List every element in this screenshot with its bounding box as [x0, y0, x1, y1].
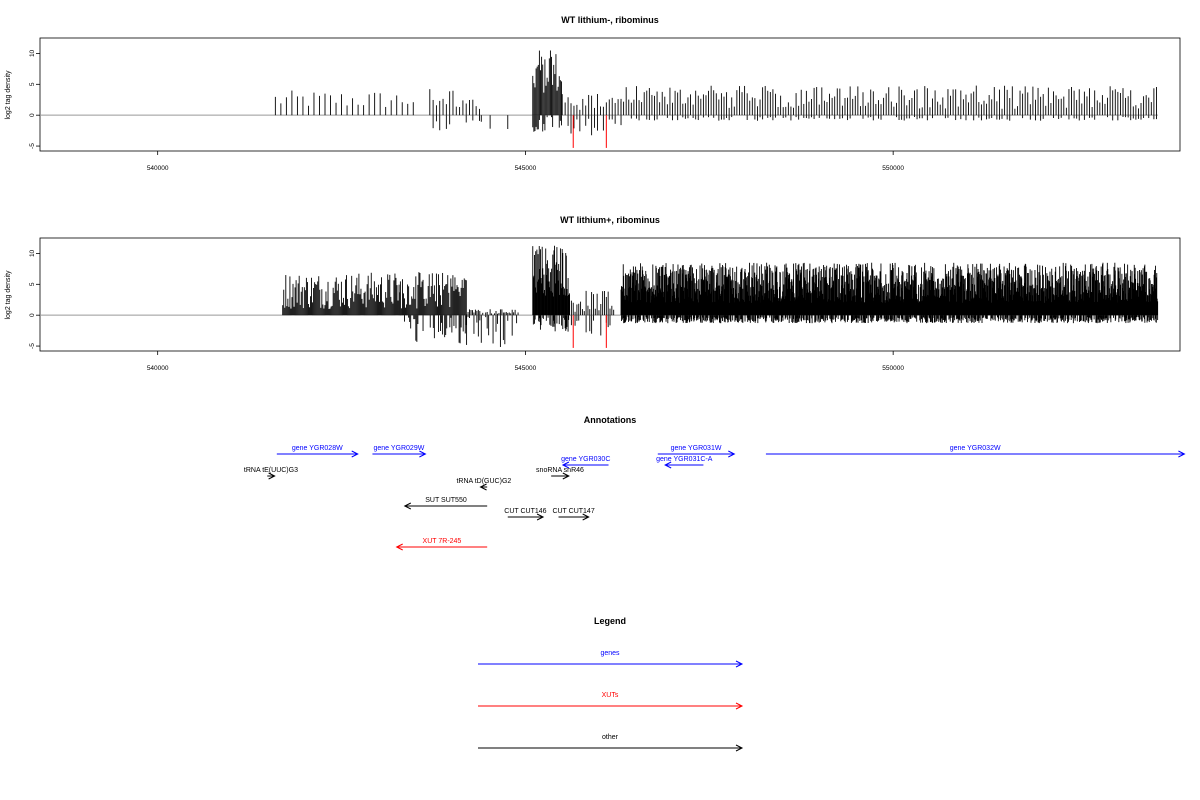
- annotation-feature: CUT CUT146: [504, 508, 547, 521]
- feature-arrowhead: [728, 450, 736, 458]
- annotation-feature: gene YGR032W: [765, 445, 1186, 458]
- feature-arrowhead: [403, 502, 412, 510]
- annotation-feature: gene YGR031C-A: [656, 456, 713, 469]
- feature-arrowhead: [536, 513, 545, 521]
- y-tick-label: 5: [29, 82, 36, 86]
- legend-arrowhead: [735, 660, 744, 668]
- feature-arrowhead: [351, 450, 359, 458]
- feature-label: gene YGR028W: [292, 445, 343, 452]
- legend-title: Legend: [594, 616, 626, 626]
- annotation-feature: tRNA tE(UUC)G3: [244, 467, 298, 480]
- legend-label: other: [602, 734, 619, 741]
- feature-arrowhead: [268, 472, 276, 480]
- feature-label: gene YGR029W: [373, 445, 424, 452]
- feature-arrowhead: [479, 483, 487, 491]
- annotation-feature: gene YGR031W: [657, 445, 736, 458]
- x-tick-label: 545000: [515, 365, 537, 372]
- axis-ticks: -5 0 5 10 540000 545000 550000: [29, 249, 904, 372]
- annotation-feature: tRNA tD(GUC)G2: [456, 478, 511, 491]
- feature-label: CUT CUT147: [552, 508, 594, 515]
- annotation-feature: XUT 7R-245: [395, 538, 488, 551]
- feature-arrowhead: [395, 543, 403, 551]
- track-panel-lithium-plus: WT lithium+, ribominus log2 tag density …: [5, 215, 1181, 372]
- annotation-feature: SUT SUT550: [403, 497, 488, 510]
- y-tick-label: 10: [29, 49, 36, 57]
- y-tick-label: 0: [29, 313, 36, 317]
- feature-label: gene YGR030C: [561, 456, 610, 463]
- feature-arrowhead: [1178, 450, 1186, 458]
- y-axis-label: log2 tag density: [5, 70, 12, 120]
- y-tick-label: 0: [29, 113, 36, 117]
- feature-arrowhead: [582, 513, 590, 521]
- feature-label: gene YGR032W: [950, 445, 1001, 452]
- feature-label: gene YGR031C-A: [656, 456, 713, 463]
- legend-label: genes: [600, 650, 620, 657]
- feature-arrowhead: [561, 461, 570, 469]
- feature-label: gene YGR031W: [671, 445, 722, 452]
- track-panel-lithium-minus: WT lithium-, ribominus log2 tag density …: [5, 15, 1181, 172]
- feature-label: CUT CUT146: [504, 508, 546, 515]
- y-axis-label: log2 tag density: [5, 270, 12, 320]
- legend-item: XUTs: [478, 692, 744, 710]
- x-tick-label: 550000: [882, 165, 904, 172]
- track-title: WT lithium-, ribominus: [561, 15, 659, 25]
- density-bars: [40, 245, 1159, 348]
- legend-item: genes: [478, 650, 744, 668]
- plot-frame: [39, 237, 1181, 352]
- feature-arrowhead: [419, 450, 427, 458]
- axis-ticks: -5 0 5 10 540000 545000 550000: [29, 49, 904, 172]
- feature-label: XUT 7R-245: [423, 538, 462, 545]
- feature-label: tRNA tE(UUC)G3: [244, 467, 298, 474]
- feature-label: SUT SUT550: [425, 497, 467, 504]
- legend-panel: Legend genes XUTs other: [478, 616, 744, 752]
- x-tick-label: 550000: [882, 365, 904, 372]
- feature-label: tRNA tD(GUC)G2: [456, 478, 511, 485]
- x-tick-label: 540000: [147, 365, 169, 372]
- annotation-feature: CUT CUT147: [552, 508, 595, 521]
- annotation-feature: gene YGR029W: [372, 445, 427, 458]
- feature-arrowhead: [562, 472, 570, 480]
- y-tick-label: 10: [29, 249, 36, 257]
- annotations-panel: Annotations gene YGR028W gene YGR029W gene…: [244, 415, 1186, 551]
- plot-frame: [39, 37, 1181, 152]
- x-tick-label: 540000: [147, 165, 169, 172]
- track-title: WT lithium+, ribominus: [560, 215, 660, 225]
- y-tick-label: 5: [29, 282, 36, 286]
- feature-label: snoRNA snR46: [536, 467, 584, 474]
- feature-arrowhead: [664, 461, 672, 469]
- annotation-feature: snoRNA snR46: [536, 467, 584, 480]
- legend-label: XUTs: [602, 692, 619, 699]
- y-tick-label: -5: [29, 143, 36, 149]
- y-tick-label: -5: [29, 343, 36, 349]
- legend-item: other: [478, 734, 744, 752]
- annotations-title: Annotations: [584, 415, 637, 425]
- legend-arrowhead: [735, 702, 744, 710]
- legend-arrowhead: [735, 744, 744, 752]
- density-bars: [40, 50, 1158, 148]
- annotation-feature: gene YGR028W: [276, 445, 359, 458]
- x-tick-label: 545000: [515, 165, 537, 172]
- annotation-feature: gene YGR030C: [561, 456, 610, 469]
